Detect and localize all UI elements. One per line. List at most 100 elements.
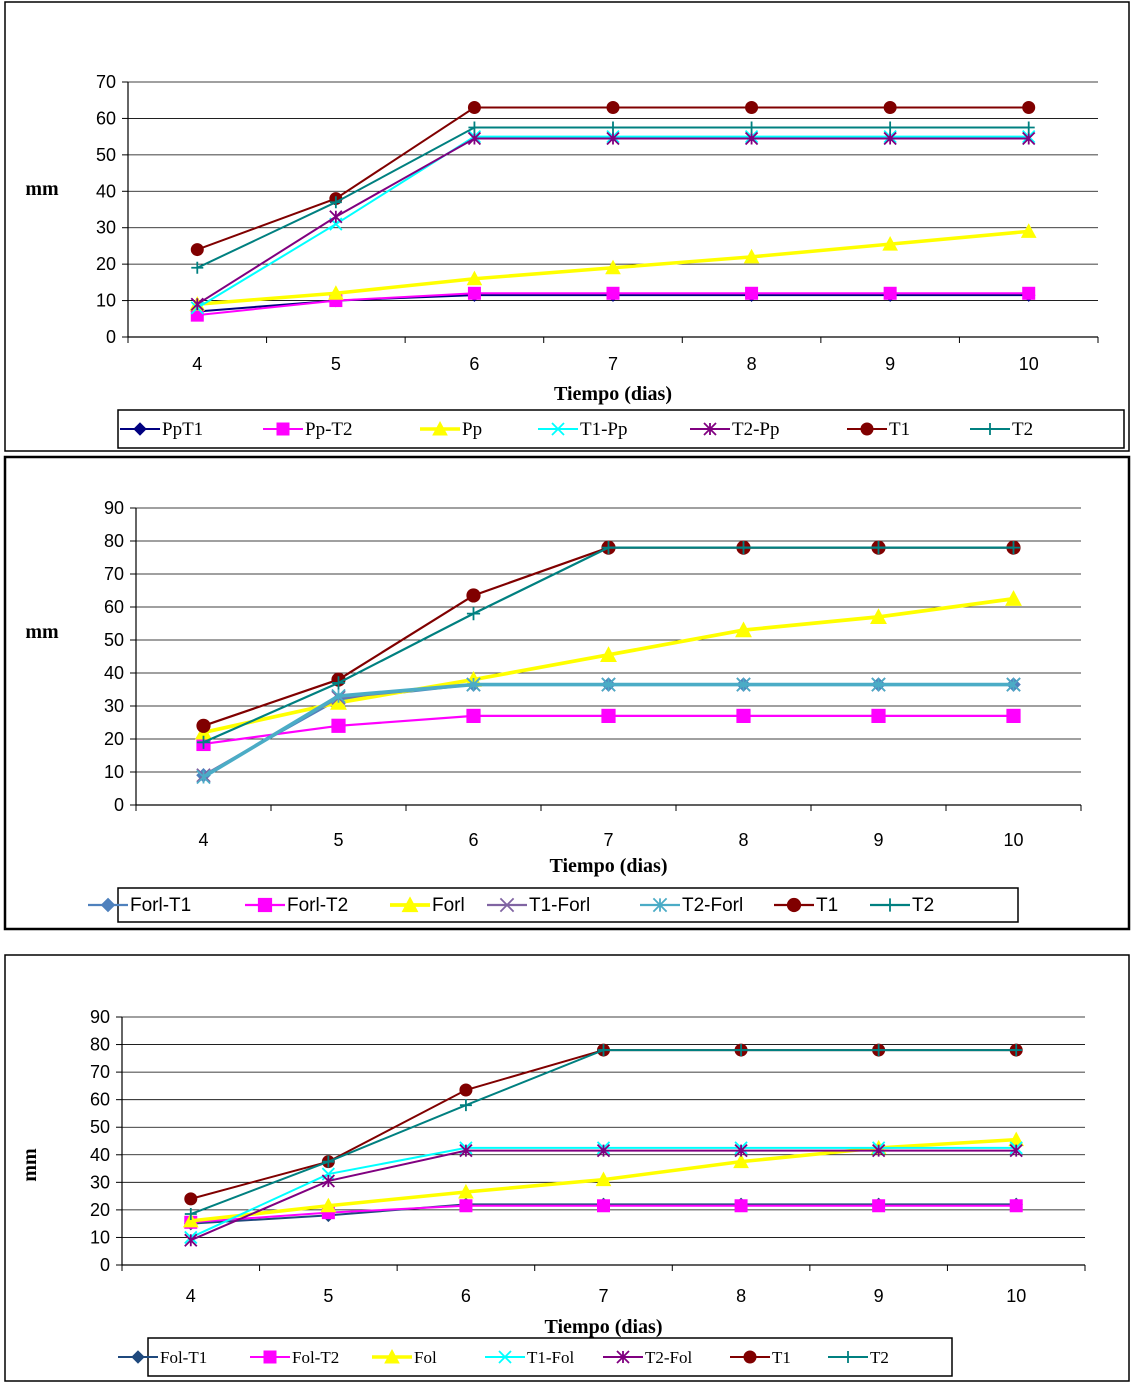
chart-2-ytick-label-5: 40: [104, 663, 124, 683]
chart-1-legend-marker-5: [703, 422, 717, 436]
chart-3-series-7: [184, 1044, 1023, 1221]
chart-3-legend-item-3: Fol: [372, 1348, 437, 1367]
chart-2-series-5-point-2: [331, 688, 346, 704]
chart-2-legend-label-2: Forl-T2: [287, 895, 348, 916]
chart-3-ytick-label-5: 40: [90, 1145, 110, 1165]
chart-2-ytick-label-10: 90: [104, 498, 124, 518]
chart-2-legend-marker-3: [401, 896, 419, 913]
chart-2-series-3-point-4: [600, 646, 617, 662]
chart-1-series-3-point-5: [743, 248, 760, 264]
chart-1-legend-marker-1: [133, 422, 147, 436]
chart-1-legend-item-7: T2: [970, 419, 1033, 440]
chart-2-xtick-label-5: 8: [738, 830, 748, 850]
chart-2-series-3-point-5: [735, 621, 752, 638]
chart-3-series-7-point-3: [459, 1099, 472, 1112]
chart-2-legend-marker-6: [786, 897, 802, 913]
chart-2-legend-item-3: Forl: [390, 895, 465, 916]
chart-2-series-7-point-5: [736, 541, 751, 555]
chart-3-xtick-label-1: 4: [186, 1286, 196, 1306]
chart-1-series-2-point-4: [606, 286, 620, 300]
chart-3-series-5-point-4: [596, 1144, 611, 1158]
chart-1-series-3-point-2: [328, 285, 344, 300]
chart-1-legend-item-5: T2-Pp: [690, 419, 780, 440]
chart-3-x-axis-title: Tiempo (dias): [545, 1316, 663, 1338]
chart-2-series-3-point-6: [870, 608, 887, 624]
chart-2-series-5-point-7: [1006, 677, 1021, 692]
chart-2-series-7-point-1: [196, 735, 211, 749]
chart-3-ytick-label-4: 30: [90, 1172, 110, 1192]
chart-3-legend-marker-5: [616, 1350, 630, 1364]
chart-3-ytick-label-1: 0: [100, 1255, 110, 1275]
chart-1-legend-marker-3: [432, 420, 448, 436]
chart-3-legend-label-5: T2-Fol: [645, 1348, 693, 1367]
chart-3-xtick-label-5: 8: [736, 1286, 746, 1306]
chart-2-series-2-point-3: [466, 708, 481, 723]
chart-2-legend-marker-5: [652, 897, 668, 913]
chart-2-series-7-point-7: [1006, 541, 1021, 555]
chart-2-series-6-point-1: [196, 718, 211, 733]
chart-2-legend-item-6: T1: [774, 895, 838, 916]
chart-3-series-5-point-3: [459, 1144, 473, 1158]
chart-1-series-5-point-5: [744, 131, 759, 146]
chart-3-series-6-point-1: [184, 1192, 198, 1206]
chart-3-series-5-point-2: [321, 1174, 335, 1188]
chart-3-ytick-label-2: 10: [90, 1227, 110, 1247]
chart-2-xtick-label-2: 5: [333, 830, 343, 850]
chart-2-legend-label-6: T1: [816, 895, 838, 916]
chart-3-series-7-point-4: [597, 1044, 610, 1057]
chart-3-series-7-point-7: [1010, 1044, 1023, 1057]
chart-2-legend-marker-1: [100, 897, 116, 913]
chart-3-series-3-point-1: [182, 1212, 199, 1228]
chart-1-series-7-point-4: [607, 121, 619, 134]
chart-3-series-3-point-4: [595, 1171, 612, 1187]
chart-1-ytick-label-6: 50: [96, 145, 116, 165]
chart-3-legend-label-1: Fol-T1: [160, 1348, 207, 1367]
chart-2-series-7-point-6: [871, 541, 886, 555]
chart-2-ytick-label-1: 0: [114, 795, 124, 815]
chart-1-series-4: [190, 130, 1036, 315]
chart-1-series-5-point-2: [329, 210, 343, 224]
chart-3-legend-item-2: Fol-T2: [250, 1348, 339, 1367]
chart-3-legend-marker-2: [263, 1350, 277, 1364]
chart-3-legend-item-7: T2: [828, 1348, 889, 1367]
chart-1-series-5-line: [196, 137, 1029, 306]
chart-2-ytick-label-3: 20: [104, 729, 124, 749]
chart-2-ytick-label-9: 80: [104, 531, 124, 551]
chart-3-series-7-point-5: [735, 1044, 748, 1057]
chart-2-series-4-line: [202, 683, 1014, 777]
chart-3-legend-item-1: Fol-T1: [118, 1348, 207, 1367]
chart-1-ytick-label-4: 30: [96, 218, 116, 238]
chart-3-series-7-line: [190, 1049, 1017, 1215]
chart-3-ytick-label-10: 90: [90, 1007, 110, 1027]
chart-1-legend-item-6: T1: [847, 419, 910, 440]
chart-3-legend-label-2: Fol-T2: [292, 1348, 339, 1367]
chart-3-series-6-point-3: [459, 1083, 473, 1097]
chart-1-legend-item-3: Pp: [420, 419, 482, 440]
chart-1-legend-marker-6: [860, 422, 874, 436]
chart-1-xtick-label-7: 10: [1019, 354, 1039, 374]
chart-1-series-5-point-1: [190, 297, 204, 311]
chart-3-legend-item-6: T1: [730, 1348, 791, 1367]
chart-1-legend-label-1: PpT1: [162, 419, 203, 440]
panel-2-frame: [3, 455, 1131, 931]
chart-1-series-7-point-5: [745, 121, 758, 134]
chart-1-ytick-label-2: 10: [96, 291, 116, 311]
chart-2-legend-item-5: T2-Forl: [640, 895, 743, 916]
chart-1-series-5: [190, 131, 1036, 311]
chart-3-legend-marker-7: [842, 1351, 854, 1363]
chart-3-series-3-point-5: [733, 1153, 749, 1169]
chart-3-series-2-point-6: [872, 1199, 886, 1213]
chart-2-xtick-label-4: 7: [603, 830, 613, 850]
chart-3-ytick-label-6: 50: [90, 1117, 110, 1137]
chart-2-series-1: [196, 677, 1021, 783]
chart-2-series-1-line: [202, 683, 1014, 777]
chart-1-legend-label-4: T1-Pp: [580, 419, 628, 440]
chart-2-legend-label-3: Forl: [432, 895, 465, 916]
panel-1-frame: [4, 1, 1130, 452]
chart-1-series-7: [191, 121, 1035, 274]
chart-1-legend-label-2: Pp-T2: [305, 419, 353, 440]
chart-1-legend-item-1: PpT1: [120, 419, 203, 440]
chart-1-x-axis-title: Tiempo (dias): [554, 383, 672, 405]
chart-1-legend-item-4: T1-Pp: [538, 419, 628, 440]
chart-3-legend-marker-1: [131, 1350, 145, 1364]
